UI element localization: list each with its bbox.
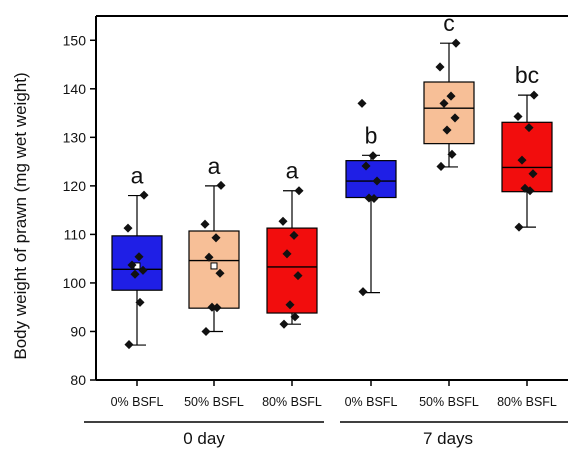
- data-point: [435, 62, 445, 72]
- data-point: [529, 90, 539, 100]
- data-point: [127, 260, 137, 270]
- y-tick-label: 110: [64, 226, 87, 242]
- y-tick-label: 130: [63, 129, 87, 145]
- x-tick-label: 80% BSFL: [262, 395, 322, 409]
- y-tick-label: 90: [70, 323, 86, 339]
- data-point: [215, 268, 225, 278]
- group-label: 7 days: [423, 429, 473, 448]
- significance-label: a: [208, 153, 221, 179]
- y-tick-label: 150: [63, 32, 87, 48]
- y-tick-label: 100: [63, 275, 87, 291]
- y-tick-label: 140: [63, 81, 87, 97]
- data-point: [138, 265, 148, 275]
- data-point: [278, 216, 288, 226]
- data-point: [135, 297, 145, 307]
- group-label: 0 day: [183, 429, 225, 448]
- data-point: [211, 233, 221, 243]
- significance-label: b: [365, 122, 378, 148]
- data-point: [514, 222, 524, 232]
- data-point: [124, 340, 134, 350]
- box-body: [345, 160, 397, 199]
- x-tick-label: 80% BSFL: [497, 395, 557, 409]
- box-body: [501, 121, 553, 193]
- data-point: [134, 252, 144, 262]
- y-tick-label: 80: [70, 372, 86, 388]
- x-tick-label: 0% BSFL: [345, 395, 398, 409]
- data-point: [279, 319, 289, 329]
- data-point: [201, 326, 211, 336]
- data-point: [450, 113, 460, 123]
- data-point: [513, 111, 523, 121]
- data-point: [451, 38, 461, 48]
- significance-label: a: [286, 158, 299, 184]
- mean-marker: [210, 262, 218, 270]
- data-point: [200, 219, 210, 229]
- significance-label: a: [131, 163, 144, 189]
- data-point: [139, 190, 149, 200]
- data-point: [358, 287, 368, 297]
- data-point: [368, 151, 378, 161]
- box-body: [423, 81, 475, 145]
- y-axis-label: Body weight of prawn (mg wet weight): [11, 72, 30, 359]
- box-body: [188, 230, 240, 309]
- data-point: [207, 302, 217, 312]
- x-tick-label: 50% BSFL: [184, 395, 244, 409]
- data-point: [357, 98, 367, 108]
- data-point: [439, 98, 449, 108]
- box-body: [266, 227, 318, 314]
- data-point: [130, 269, 140, 279]
- x-tick-label: 0% BSFL: [111, 395, 164, 409]
- y-tick-label: 120: [63, 178, 87, 194]
- data-point: [294, 186, 304, 196]
- significance-label: bc: [515, 62, 539, 88]
- data-point: [436, 161, 446, 171]
- x-tick-label: 50% BSFL: [419, 395, 479, 409]
- data-point: [216, 180, 226, 190]
- data-point: [123, 223, 133, 233]
- significance-label: c: [443, 10, 455, 36]
